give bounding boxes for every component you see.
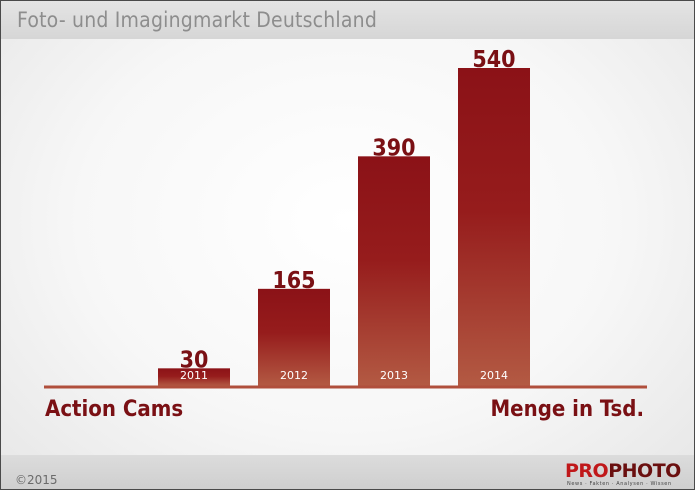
- footer: ©2015 PROPHOTO News · Fakten · Analysen …: [1, 455, 694, 489]
- category-label-2013: 2013: [380, 369, 408, 382]
- category-label-2014: 2014: [480, 369, 508, 382]
- y-axis-label: Menge in Tsd.: [490, 397, 644, 422]
- logo-part-pro: PRO: [565, 460, 609, 482]
- logo-wordmark: PROPHOTO: [565, 460, 681, 482]
- bar-2014: [458, 68, 530, 386]
- page-title: Foto- und Imagingmarkt Deutschland: [17, 8, 378, 32]
- category-label-2012: 2012: [280, 369, 308, 382]
- category-label-2011: 2011: [180, 369, 208, 382]
- title-bar: Foto- und Imagingmarkt Deutschland: [1, 1, 694, 39]
- prophoto-logo: PROPHOTO News · Fakten · Analysen · Wiss…: [565, 460, 687, 487]
- bar-2012: [258, 288, 330, 386]
- value-label-2012: 165: [272, 268, 315, 294]
- value-label-2014: 540: [472, 47, 515, 73]
- logo-tagline: News · Fakten · Analysen · Wissen: [567, 481, 672, 487]
- bar-2013: [358, 156, 430, 386]
- copyright-text: ©2015: [15, 473, 58, 487]
- value-label-2013: 390: [372, 135, 415, 161]
- value-label-2011: 30: [180, 347, 209, 373]
- logo-part-photo: PHOTO: [608, 460, 681, 482]
- x-axis-label: Action Cams: [45, 397, 183, 422]
- bar-2011: [158, 368, 230, 386]
